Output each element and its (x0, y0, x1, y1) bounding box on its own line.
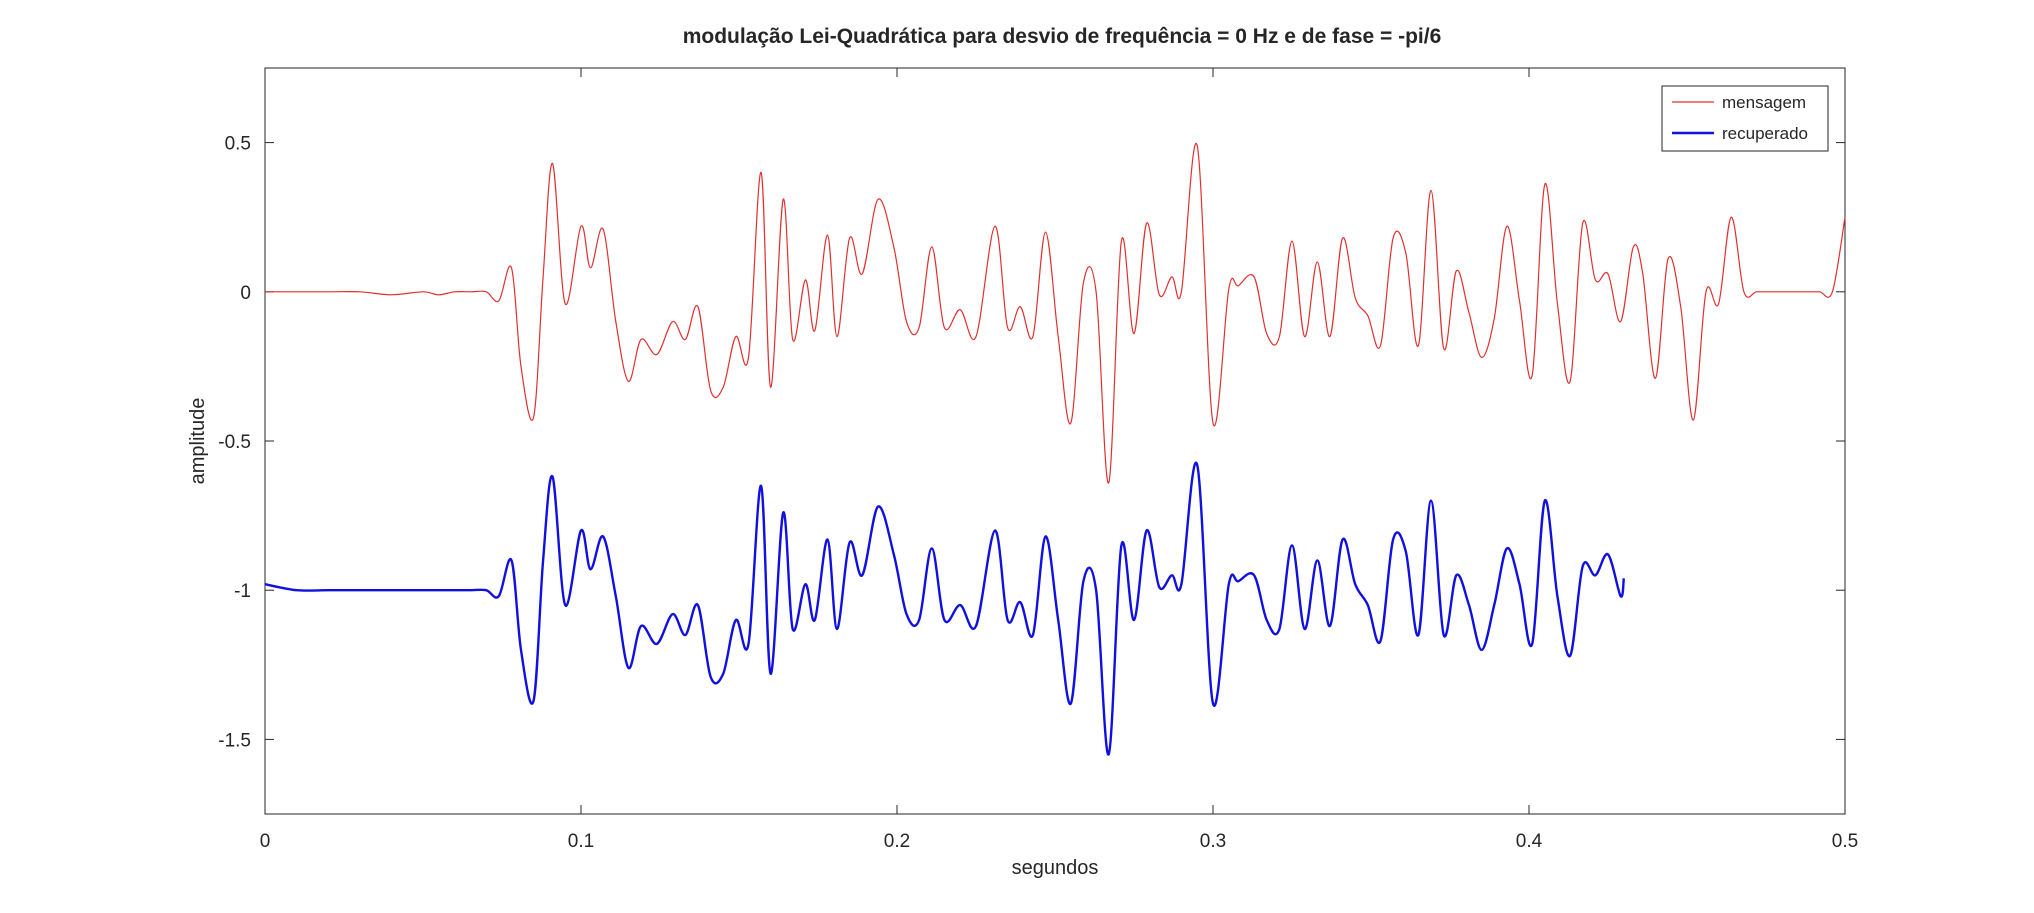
y-tick-label: 0.5 (225, 134, 251, 155)
y-tick-label: -0.5 (218, 432, 251, 453)
y-tick-label: -1 (234, 581, 251, 602)
x-tick-label: 0.1 (568, 831, 594, 852)
series-line-recuperado (264, 461, 1625, 756)
y-axis-label: amplitude (187, 398, 209, 485)
x-tick-label: 0 (260, 831, 271, 852)
series-lines (264, 142, 1846, 756)
legend-box (1661, 85, 1829, 152)
series-line-mensagem (264, 142, 1846, 484)
legend: mensagem recuperado (1661, 85, 1829, 152)
chart-title: modulação Lei-Quadrática para desvio de … (683, 25, 1442, 48)
x-axis-label: segundos (1012, 857, 1099, 879)
y-tick-label: 0 (240, 283, 251, 304)
y-axis-ticks: 0.5 0 -0.5 -1 -1.5 (218, 134, 1845, 751)
x-tick-label: 0.3 (1200, 831, 1226, 852)
x-tick-label: 0.5 (1832, 831, 1858, 852)
y-tick-label: -1.5 (218, 730, 251, 751)
plot-area (264, 67, 1846, 815)
x-tick-label: 0.4 (1516, 831, 1543, 852)
legend-label-mensagem: mensagem (1722, 93, 1806, 112)
x-tick-label: 0.2 (884, 831, 910, 852)
x-axis-ticks: 0 0.1 0.2 0.3 0.4 0.5 (260, 68, 1858, 852)
legend-label-recuperado: recuperado (1722, 124, 1808, 143)
